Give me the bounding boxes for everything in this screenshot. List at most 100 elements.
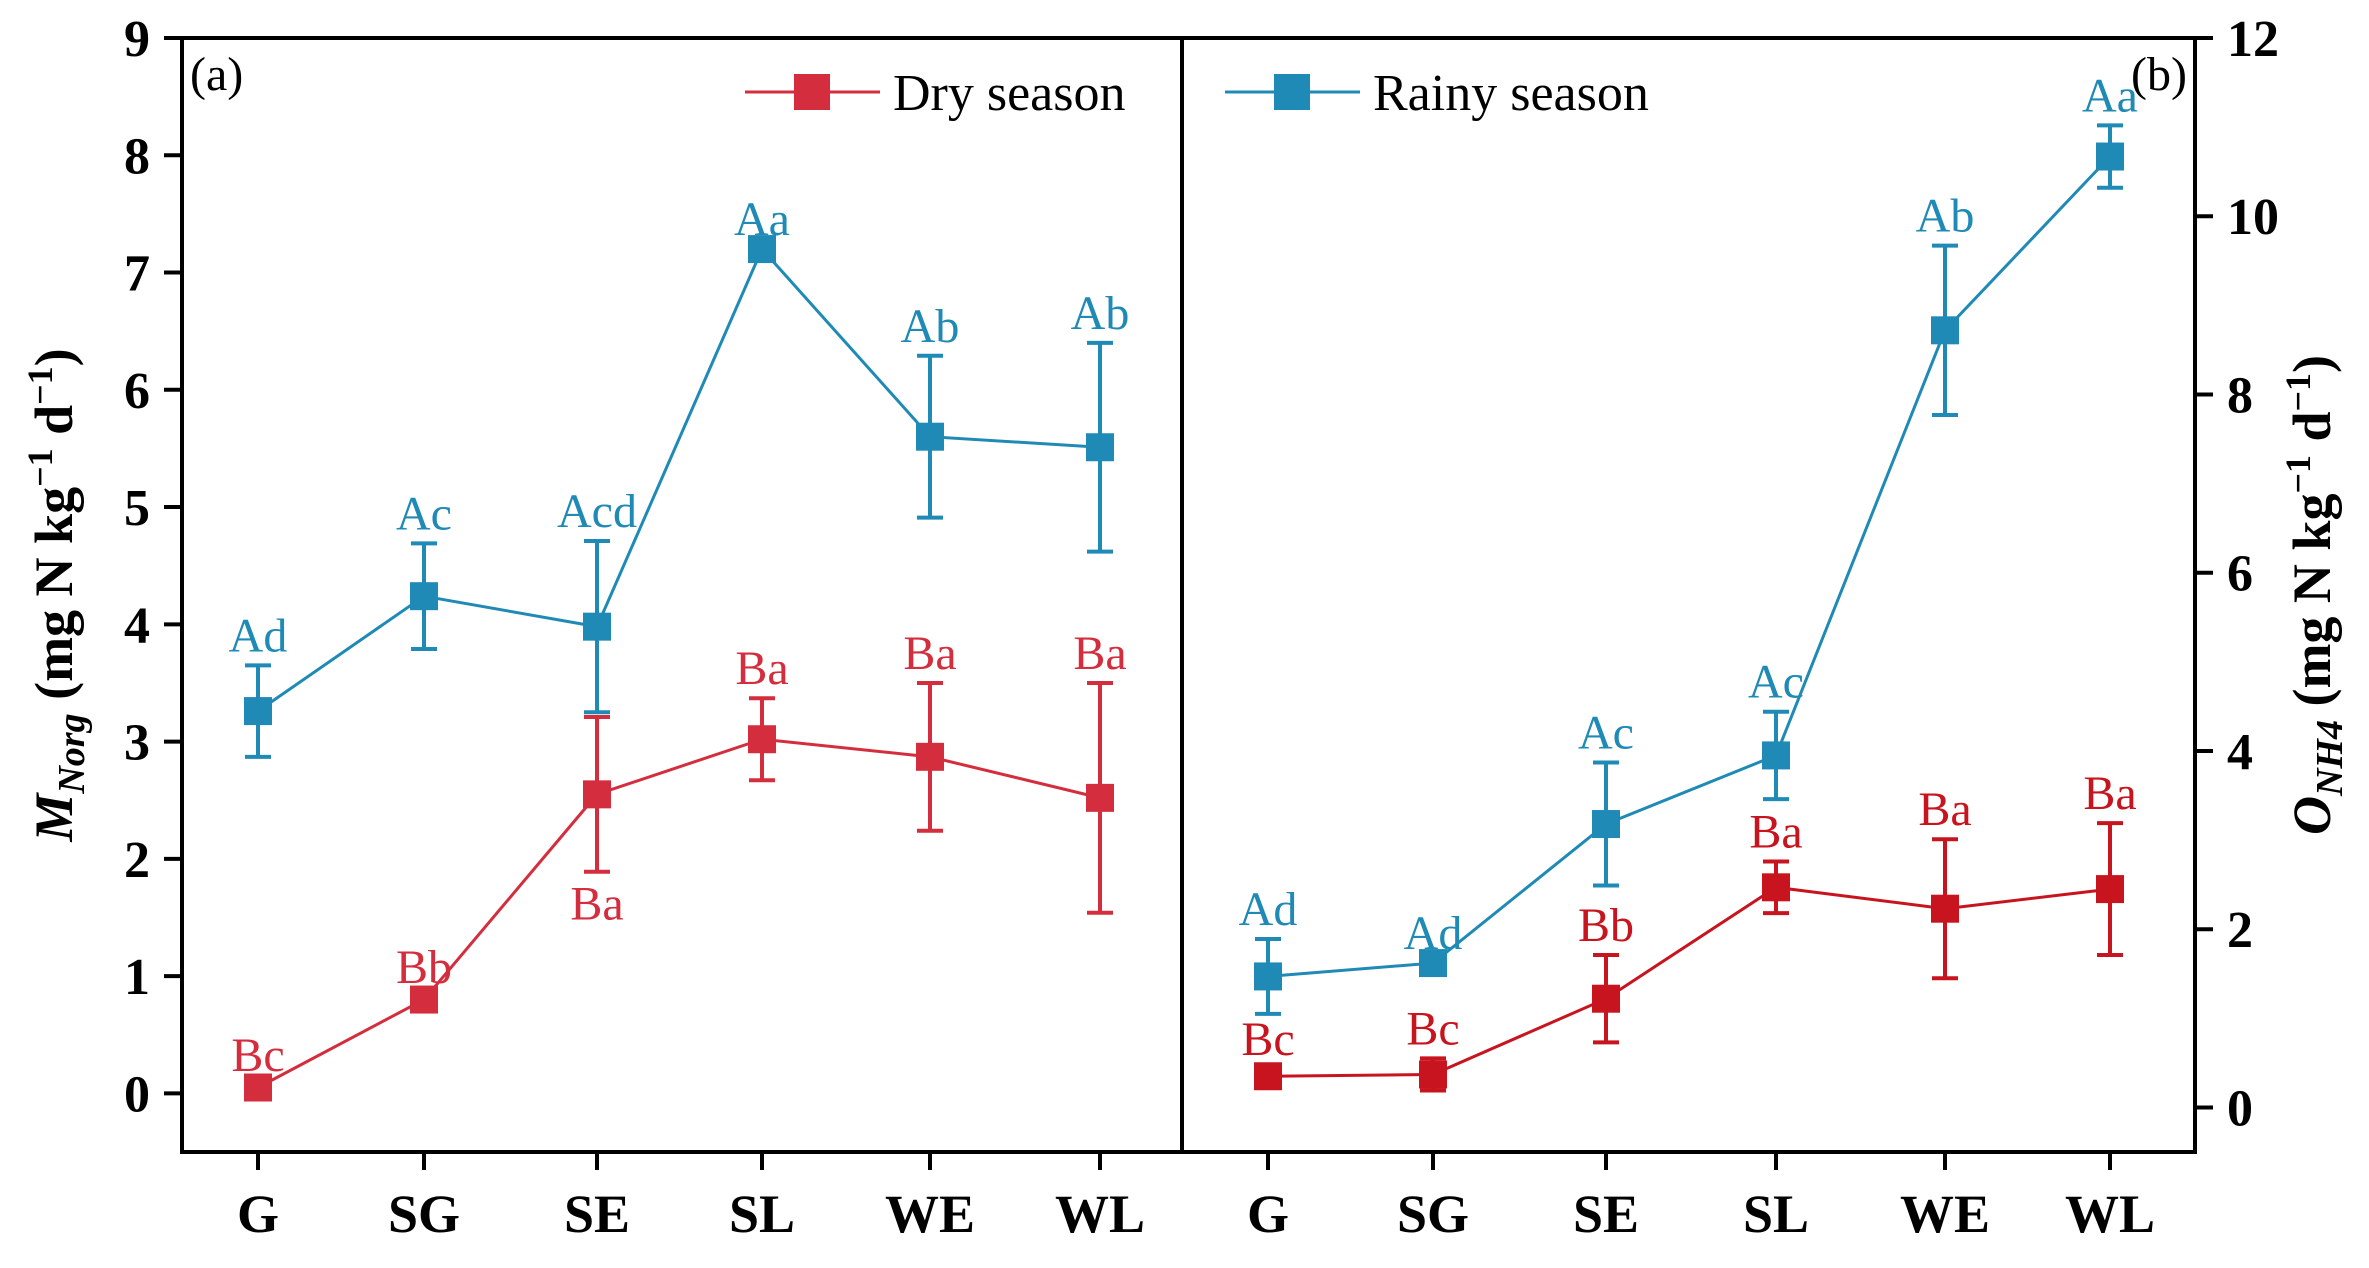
x-tick-label: SE — [1573, 1184, 1639, 1244]
series-dry: Bc Bb Ba Ba Ba Ba — [231, 627, 1127, 1102]
y-tick-label: 6 — [124, 363, 150, 420]
y-tick-label: 12 — [2227, 11, 2279, 68]
panel-b: 0 2 4 6 8 10 12 G SG SE SL WE WL (b) ONH4 (mg N kg−1 d… — [1239, 11, 2351, 1244]
data-label: Ac — [1748, 656, 1804, 709]
legend-rainy-label: Rainy season — [1373, 65, 1649, 122]
panel-label: (a) — [190, 48, 243, 101]
data-point — [1931, 316, 1959, 345]
data-point — [1419, 1060, 1447, 1089]
data-label: Ad — [1239, 883, 1298, 936]
y-tick-label: 8 — [124, 128, 150, 185]
legend-dry-label: Dry season — [893, 65, 1126, 122]
y-axis-title: MNorg (mg N kg−1 d−1) — [20, 348, 93, 842]
data-point — [1762, 873, 1790, 902]
data-point — [1086, 433, 1114, 462]
data-point — [1762, 741, 1790, 770]
data-label: Ad — [229, 609, 288, 662]
data-label: Ba — [1918, 783, 1971, 836]
data-point — [1254, 1062, 1282, 1091]
series-rainy: Ad Ad Ac Ac Ab Aa — [1239, 69, 2138, 1016]
data-point — [244, 1073, 272, 1102]
y-tick-label: 9 — [124, 11, 150, 68]
plot-frame — [180, 36, 2197, 1154]
x-tick-label: WL — [2065, 1184, 2155, 1244]
data-label: Aa — [734, 193, 790, 246]
data-point — [1931, 894, 1959, 923]
data-label: Ba — [735, 642, 788, 695]
data-point — [916, 422, 944, 451]
data-point — [2096, 142, 2124, 171]
panel-a: 0 1 2 3 4 5 6 7 8 9 G SG SE SL WE WL (a) MNorg (mg N kg−1… — [20, 11, 1145, 1244]
legend: Dry season Rainy season — [745, 65, 1649, 122]
data-point — [1254, 962, 1282, 991]
y-tick-label: 10 — [2227, 189, 2279, 246]
data-label: Bc — [1406, 1002, 1459, 1055]
plot-frames — [180, 36, 2197, 1154]
y-tick-label: 0 — [2227, 1080, 2253, 1137]
data-label: Ab — [901, 300, 960, 353]
data-point — [410, 582, 438, 611]
data-label: Ba — [570, 878, 623, 931]
panel-label: (b) — [2131, 48, 2187, 101]
series-line — [1267, 155, 2112, 978]
y-tick-label: 4 — [2227, 724, 2253, 781]
x-tick-label: WE — [885, 1184, 975, 1244]
y-tick-label: 0 — [124, 1066, 150, 1123]
data-label: Ad — [1404, 907, 1463, 960]
data-label: Ac — [396, 487, 452, 540]
y-tick-label: 5 — [124, 480, 150, 537]
x-tick-label: SG — [388, 1184, 460, 1244]
x-tick-label: SL — [1743, 1184, 1809, 1244]
data-point — [1592, 810, 1620, 839]
data-label: Bb — [1578, 899, 1634, 952]
x-tick-label: SG — [1397, 1184, 1469, 1244]
series-line — [257, 246, 1101, 713]
data-label: Ab — [1071, 287, 1130, 340]
series-dry: Bc Bc Bb Ba Ba Ba — [1241, 767, 2137, 1093]
data-point — [583, 780, 611, 809]
data-label: Ba — [1749, 805, 1802, 858]
data-label: Ac — [1578, 707, 1634, 760]
legend-dry-marker — [794, 74, 830, 110]
series-line — [257, 737, 1101, 1089]
data-point — [748, 725, 776, 754]
data-point — [1086, 783, 1114, 812]
data-point — [1592, 984, 1620, 1013]
data-point — [410, 985, 438, 1014]
y-tick-label: 3 — [124, 715, 150, 772]
x-tick-label: G — [1247, 1184, 1289, 1244]
x-tick-label: SL — [729, 1184, 795, 1244]
data-label: Ab — [1916, 190, 1975, 243]
series-line — [1267, 885, 2111, 1078]
data-point — [2096, 875, 2124, 904]
y-tick-label: 2 — [2227, 902, 2253, 959]
data-label: Acd — [557, 485, 637, 538]
x-tick-label: WL — [1055, 1184, 1145, 1244]
data-point — [1419, 949, 1447, 978]
x-tick-label: SE — [564, 1184, 630, 1244]
data-label: Bc — [1241, 1013, 1294, 1066]
data-label: Ba — [2083, 767, 2136, 820]
data-label: Bc — [231, 1029, 284, 1082]
data-label: Ba — [1073, 627, 1126, 680]
y-tick-label: 7 — [124, 246, 150, 303]
y-tick-label: 1 — [124, 949, 150, 1006]
y-tick-label: 2 — [124, 832, 150, 889]
y-tick-label: 6 — [2227, 546, 2253, 603]
data-point — [244, 697, 272, 726]
x-tick-label: WE — [1900, 1184, 1990, 1244]
data-point — [748, 235, 776, 264]
series-rainy: Ad Ac Acd Aa Ab Ab — [229, 193, 1130, 759]
y-tick-label: 4 — [124, 597, 150, 654]
data-point — [583, 612, 611, 641]
y-tick-label: 8 — [2227, 367, 2253, 424]
data-label: Aa — [2082, 69, 2138, 122]
legend-rainy-marker — [1274, 74, 1310, 110]
data-label: Ba — [903, 627, 956, 680]
y-axis-title: ONH4 (mg N kg−1 d−1) — [2278, 355, 2351, 835]
x-tick-label: G — [237, 1184, 279, 1244]
data-label: Bb — [396, 941, 452, 994]
